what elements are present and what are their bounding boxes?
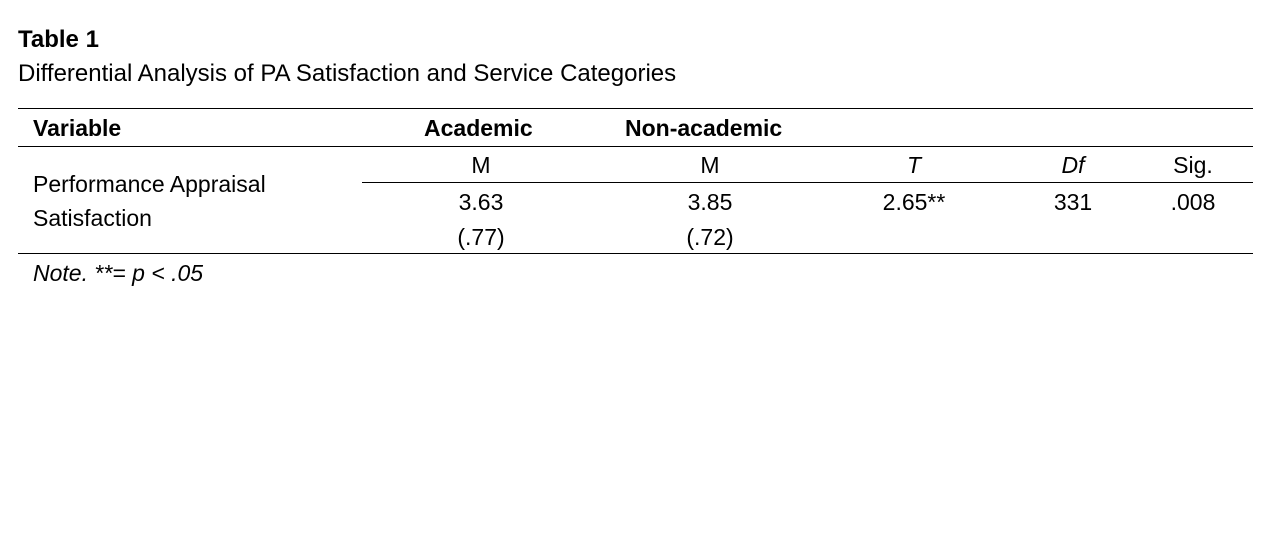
subheader-non-academic-m: M	[700, 152, 720, 178]
subheader-rule	[362, 182, 1253, 183]
t-value: 2.65**	[882, 189, 946, 215]
non-academic-mean: 3.85	[687, 189, 733, 215]
subheader-sig: Sig.	[1173, 152, 1213, 178]
subheader-df: Df	[1061, 152, 1085, 178]
variable-name-line1: Performance Appraisal	[33, 171, 266, 197]
sig-value: .008	[1170, 189, 1216, 215]
academic-sd: (.77)	[457, 224, 505, 250]
header-academic: Academic	[424, 115, 533, 141]
academic-mean: 3.63	[458, 189, 504, 215]
non-academic-sd: (.72)	[686, 224, 734, 250]
subheader-academic-m: M	[471, 152, 491, 178]
df-value: 331	[1053, 189, 1093, 215]
table-label: Table 1	[18, 26, 99, 53]
subheader-t: T	[906, 152, 922, 178]
variable-name-line2: Satisfaction	[33, 205, 152, 231]
table-caption: Differential Analysis of PA Satisfaction…	[18, 60, 677, 87]
header-rule	[18, 146, 1253, 147]
bottom-rule	[18, 253, 1253, 254]
top-rule	[18, 108, 1253, 109]
header-variable: Variable	[33, 115, 122, 141]
header-non-academic: Non-academic	[625, 115, 783, 141]
table-note: Note. **= p < .05	[33, 260, 204, 286]
